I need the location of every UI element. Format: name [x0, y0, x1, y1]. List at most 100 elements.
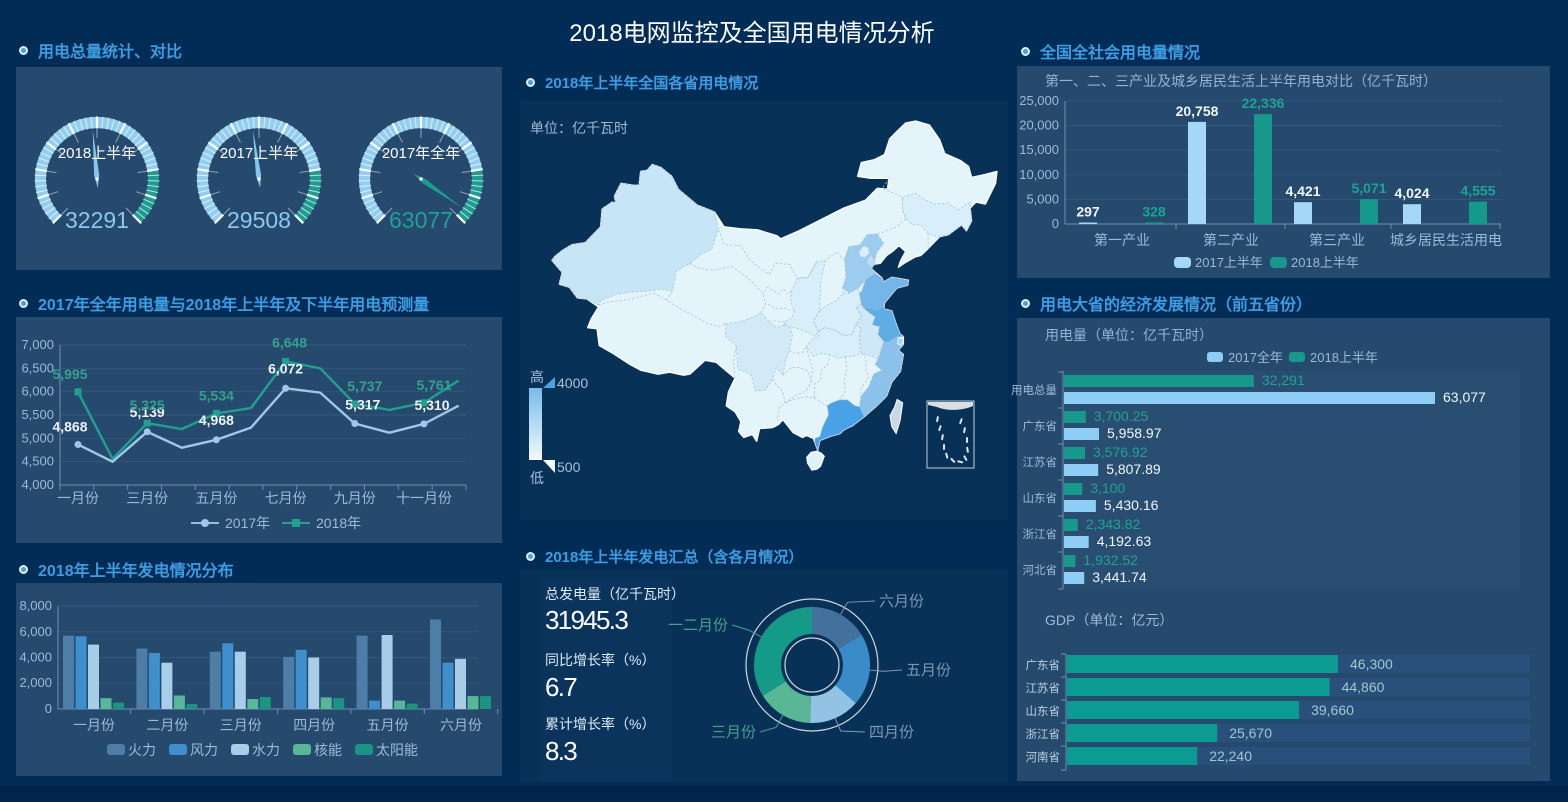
svg-text:15,000: 15,000 [1019, 142, 1059, 157]
svg-text:3,576.92: 3,576.92 [1093, 444, 1148, 460]
svg-text:22,336: 22,336 [1242, 95, 1285, 111]
svg-text:五月份: 五月份 [195, 490, 237, 506]
svg-text:5,737: 5,737 [347, 378, 382, 394]
svg-text:5,325: 5,325 [130, 397, 165, 413]
svg-text:39,660: 39,660 [1311, 702, 1354, 718]
svg-text:63,077: 63,077 [1443, 389, 1486, 405]
svg-text:4,024: 4,024 [1394, 185, 1429, 201]
svg-text:2018上半年: 2018上半年 [58, 145, 136, 162]
svg-text:2017上半年: 2017上半年 [220, 145, 298, 162]
svg-text:河北省: 河北省 [1023, 564, 1058, 577]
svg-text:32291: 32291 [65, 207, 129, 233]
svg-text:5,000: 5,000 [1026, 191, 1059, 206]
svg-text:5,071: 5,071 [1351, 180, 1386, 196]
svg-text:三月份: 三月份 [711, 724, 756, 741]
svg-text:5,534: 5,534 [199, 387, 234, 403]
svg-text:七月份: 七月份 [265, 490, 307, 506]
svg-text:5,310: 5,310 [414, 397, 449, 413]
svg-text:城乡居民生活用电: 城乡居民生活用电 [1390, 232, 1502, 248]
svg-text:2,000: 2,000 [19, 675, 52, 690]
svg-text:5,139: 5,139 [130, 404, 165, 420]
svg-text:5,995: 5,995 [52, 366, 87, 382]
svg-text:低: 低 [530, 470, 544, 486]
svg-text:22,240: 22,240 [1209, 748, 1252, 764]
svg-text:太阳能: 太阳能 [376, 742, 418, 758]
svg-text:山东省: 山东省 [1026, 705, 1061, 718]
svg-text:六月份: 六月份 [440, 717, 482, 733]
svg-text:0: 0 [45, 701, 52, 716]
svg-text:GDP（单位：亿元）: GDP（单位：亿元） [1045, 612, 1173, 628]
svg-text:3,100: 3,100 [1090, 480, 1125, 496]
svg-text:广东省: 广东省 [1023, 420, 1058, 433]
svg-text:风力: 风力 [190, 742, 218, 758]
svg-text:五月份: 五月份 [367, 717, 409, 733]
svg-text:5,430.16: 5,430.16 [1104, 497, 1159, 513]
svg-text:第二产业: 第二产业 [1203, 232, 1259, 248]
svg-text:29508: 29508 [227, 207, 291, 233]
svg-text:20,758: 20,758 [1176, 103, 1219, 119]
svg-text:4,192.63: 4,192.63 [1097, 533, 1152, 549]
svg-text:5,317: 5,317 [345, 397, 380, 413]
svg-text:328: 328 [1142, 203, 1166, 219]
svg-text:广东省: 广东省 [1026, 659, 1061, 672]
svg-text:高: 高 [530, 369, 544, 385]
svg-text:四月份: 四月份 [293, 717, 335, 733]
svg-text:44,860: 44,860 [1342, 679, 1385, 695]
svg-text:第三产业: 第三产业 [1309, 232, 1365, 248]
svg-text:5,807.89: 5,807.89 [1106, 461, 1161, 477]
svg-text:32,291: 32,291 [1262, 372, 1305, 388]
svg-text:4,868: 4,868 [52, 419, 87, 435]
svg-text:2017上半年: 2017上半年 [1195, 255, 1263, 270]
svg-text:1,932.52: 1,932.52 [1083, 552, 1138, 568]
svg-text:核能: 核能 [314, 742, 342, 758]
svg-text:火力: 火力 [128, 742, 156, 758]
svg-text:8,000: 8,000 [19, 598, 52, 613]
svg-text:46,300: 46,300 [1350, 656, 1393, 672]
svg-text:20,000: 20,000 [1019, 118, 1059, 133]
svg-text:2018上半年: 2018上半年 [1310, 350, 1378, 365]
svg-text:一月份: 一月份 [57, 490, 99, 506]
svg-text:第一产业: 第一产业 [1094, 232, 1150, 248]
svg-text:4,421: 4,421 [1285, 183, 1320, 199]
svg-text:4,555: 4,555 [1460, 183, 1495, 199]
svg-text:2017年: 2017年 [225, 515, 270, 531]
svg-text:5,958.97: 5,958.97 [1107, 425, 1162, 441]
svg-text:浙江省: 浙江省 [1026, 728, 1061, 741]
svg-text:0: 0 [1052, 216, 1059, 231]
svg-text:2,343.82: 2,343.82 [1086, 516, 1141, 532]
svg-text:单位：亿千瓦时: 单位：亿千瓦时 [530, 120, 628, 136]
svg-text:九月份: 九月份 [334, 490, 376, 506]
svg-text:63077: 63077 [389, 207, 453, 233]
svg-text:山东省: 山东省 [1023, 492, 1058, 505]
svg-text:四月份: 四月份 [869, 724, 914, 741]
svg-text:江苏省: 江苏省 [1023, 456, 1058, 469]
svg-text:2017全年: 2017全年 [1228, 350, 1283, 365]
svg-text:6,500: 6,500 [21, 360, 54, 375]
svg-text:500: 500 [557, 459, 581, 475]
svg-text:一月份: 一月份 [73, 717, 115, 733]
svg-text:用电总量: 用电总量 [1011, 383, 1057, 397]
svg-text:4,000: 4,000 [19, 650, 52, 665]
svg-text:6,648: 6,648 [272, 334, 307, 350]
svg-text:5,761: 5,761 [416, 377, 451, 393]
svg-text:6,000: 6,000 [19, 624, 52, 639]
svg-text:7,000: 7,000 [21, 337, 54, 352]
svg-text:5,000: 5,000 [21, 430, 54, 445]
svg-text:河南省: 河南省 [1026, 750, 1061, 764]
svg-text:5,500: 5,500 [21, 407, 54, 422]
svg-text:6,072: 6,072 [268, 360, 303, 376]
svg-text:4,500: 4,500 [21, 454, 54, 469]
svg-text:4,968: 4,968 [199, 412, 234, 428]
svg-text:25,670: 25,670 [1229, 725, 1272, 741]
svg-text:一二月份: 一二月份 [668, 617, 728, 634]
svg-text:3,700.25: 3,700.25 [1094, 408, 1149, 424]
svg-text:6,000: 6,000 [21, 384, 54, 399]
svg-text:3,441.74: 3,441.74 [1092, 569, 1147, 585]
svg-text:10,000: 10,000 [1019, 167, 1059, 182]
svg-text:4000: 4000 [557, 375, 588, 391]
svg-text:4,000: 4,000 [21, 477, 54, 492]
svg-text:三月份: 三月份 [126, 490, 168, 506]
svg-text:江苏省: 江苏省 [1026, 682, 1061, 695]
svg-text:五月份: 五月份 [906, 662, 951, 679]
svg-text:25,000: 25,000 [1019, 93, 1059, 108]
